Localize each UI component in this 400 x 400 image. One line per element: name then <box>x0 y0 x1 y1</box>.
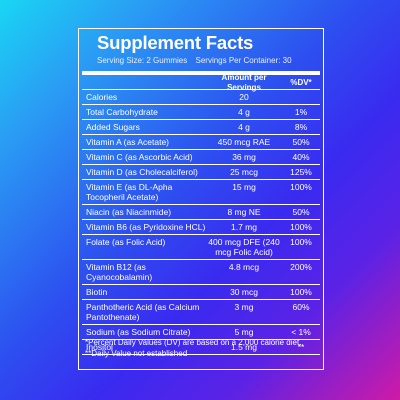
row-name: Vitamin A (as Acetate) <box>86 137 169 147</box>
row-name: Biotin <box>86 287 108 297</box>
row-dv: 60% <box>292 302 310 312</box>
row-name: Added Sugars <box>86 122 140 132</box>
row-amount: 1.7 mg <box>231 222 257 232</box>
row-amount: 4 g <box>238 122 250 132</box>
row-dv: 8% <box>294 122 308 132</box>
panel-title: Supplement Facts <box>97 32 254 53</box>
row-dv: ** <box>297 342 305 352</box>
row-dv: 100% <box>290 182 312 192</box>
serving-info: Serving Size: 2 Gummies Servings Per Con… <box>97 56 298 65</box>
row-amount: 15 mg <box>232 182 256 192</box>
row-dv: 100% <box>290 222 312 232</box>
row-name: Sodium (as Sodium Citrate) <box>86 327 191 337</box>
row-amount: 4.8 mcg <box>228 262 260 272</box>
row-amount: 4 g <box>238 107 250 117</box>
row-amount: 450 mcg RAE <box>217 137 271 147</box>
row-name: Panthotheric Acid (as Calcium Pantothena… <box>86 302 200 322</box>
table-row: Niacin (as Niacinmide) 8 mg NE 50% <box>82 205 320 220</box>
table-row: Vitamin A (as Acetate) 450 mcg RAE 50% <box>82 135 320 150</box>
row-name: Vitamin E (as DL-Apha Tocopheril Acetate… <box>86 182 173 202</box>
table-row: Vitamin C (as Ascorbic Acid) 36 mg 40% <box>82 150 320 165</box>
table-header: Amount per Servings %DV* <box>82 72 320 92</box>
table-rows: Calories 20 Total Carbohydrate 4 g 1% Added S… <box>82 90 320 355</box>
table-row: Vitamin B12 (as Cyanocobalamin) 4.8 mcg 20… <box>82 260 320 285</box>
row-amount: 8 mg NE <box>227 207 261 217</box>
table-row: Inositol 1.5 mg ** <box>82 340 320 355</box>
table-row: Biotin 30 mcg 100% <box>82 285 320 300</box>
facts-table: Amount per Servings %DV* Calories 20 Total… <box>82 72 320 355</box>
table-row: Calories 20 <box>82 90 320 105</box>
thick-divider <box>82 71 320 75</box>
row-dv: 125% <box>290 167 312 177</box>
row-amount: 30 mcg <box>230 287 258 297</box>
table-row: Folate (as Folic Acid) 400 mcg DFE (240 m… <box>82 235 320 260</box>
row-amount: 36 mg <box>232 152 256 162</box>
row-amount: 5 mg <box>234 327 254 337</box>
row-dv: 50% <box>292 137 310 147</box>
footnotes: *Percent Daily Values (DV) are based on … <box>85 337 319 359</box>
row-dv: 100% <box>290 287 312 297</box>
table-row: Sodium (as Sodium Citrate) 5 mg < 1% <box>82 325 320 340</box>
table-row: Vitamin E (as DL-Apha Tocopheril Acetate… <box>82 180 320 205</box>
row-name: Niacin (as Niacinmide) <box>86 207 172 217</box>
supplement-facts-panel: Supplement Facts Serving Size: 2 Gummies… <box>78 28 324 370</box>
row-dv: 40% <box>292 152 310 162</box>
row-amount: 3 mg <box>234 302 254 312</box>
row-name: Folate (as Folic Acid) <box>86 237 166 247</box>
row-dv: 50% <box>292 207 310 217</box>
row-name: Inositol <box>86 342 113 352</box>
serving-size: Serving Size: 2 Gummies <box>97 56 188 65</box>
servings-per-container: Servings Per Container: 30 <box>195 56 292 65</box>
row-dv: < 1% <box>291 327 311 337</box>
row-dv: 100% <box>290 237 312 247</box>
row-amount: 25 mcg <box>230 167 258 177</box>
table-row: Total Carbohydrate 4 g 1% <box>82 105 320 120</box>
row-amount: 20 <box>239 92 249 102</box>
header-blank <box>82 81 206 85</box>
table-row: Vitamin D (as Cholecalciferol) 25 mcg 125% <box>82 165 320 180</box>
row-dv <box>282 90 320 104</box>
row-amount: 400 mcg DFE (240 mcg Folic Acid) <box>208 237 280 257</box>
table-row: Added Sugars 4 g 8% <box>82 120 320 135</box>
row-name: Calories <box>86 92 118 102</box>
table-row: Vitamin B6 (as Pyridoxine HCL) 1.7 mg 100% <box>82 220 320 235</box>
row-dv: 200% <box>290 262 312 272</box>
row-amount: 1.5 mg <box>231 342 257 352</box>
row-name: Vitamin C (as Ascorbic Acid) <box>86 152 193 162</box>
header-dv: %DV* <box>290 77 312 87</box>
row-name: Vitamin B6 (as Pyridoxine HCL) <box>86 222 206 232</box>
footnote-dv: *Percent Daily Values (DV) are based on … <box>85 338 302 347</box>
row-name: Vitamin B12 (as Cyanocobalamin) <box>86 262 153 282</box>
table-row: Panthotheric Acid (as Calcium Pantothena… <box>82 300 320 325</box>
row-dv: 1% <box>294 107 308 117</box>
footnote-not-established: **Daily Value not established <box>85 349 188 358</box>
row-name: Total Carbohydrate <box>86 107 158 117</box>
row-name: Vitamin D (as Cholecalciferol) <box>86 167 198 177</box>
header-amount: Amount per Servings <box>221 72 267 92</box>
